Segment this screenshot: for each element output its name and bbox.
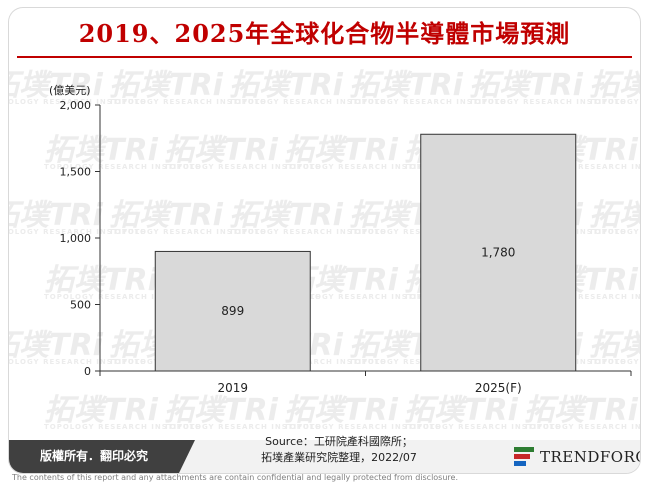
title-divider [17, 56, 632, 58]
trendforce-logo: TRENDFORCE [514, 444, 640, 470]
y-tick-label: 1,000 [60, 232, 92, 245]
chart-title: 2019、2025年全球化合物半導體市場預測 [78, 19, 571, 48]
footer-bar: 版權所有．翻印必究 Source：工研院產科國際所； 拓墣產業研究院整理，202… [9, 435, 640, 473]
source-line-2: 拓墣產業研究院整理，2022/07 [261, 451, 417, 464]
bar [154, 250, 311, 372]
y-tick-label: 500 [70, 299, 91, 312]
confidentiality-disclaimer: The contents of this report and any atta… [12, 473, 458, 482]
bar [420, 133, 577, 372]
bar-data-label: 1,780 [481, 246, 515, 260]
source-note: Source：工研院產科國際所； 拓墣產業研究院整理，2022/07 [229, 434, 449, 466]
logo-wordmark: TRENDFORCE [540, 448, 640, 466]
y-tick-label: 1,500 [60, 166, 92, 179]
source-line-1: Source：工研院產科國際所； [265, 435, 413, 448]
bar-data-label: 899 [221, 304, 244, 318]
x-category-label: 2019 [217, 381, 248, 395]
x-category-label: 2025(F) [475, 381, 522, 395]
y-tick-label: 2,000 [60, 99, 92, 112]
copyright-notice: 版權所有．翻印必究 [9, 440, 195, 473]
y-axis-unit-label: (億美元) [49, 84, 91, 97]
trendforce-logo-icon [514, 446, 534, 468]
bar-chart: (億美元) 0 500 1,000 1,500 2,000 899 2019 1,780 2025… [49, 84, 632, 395]
y-tick-label: 0 [84, 365, 91, 378]
